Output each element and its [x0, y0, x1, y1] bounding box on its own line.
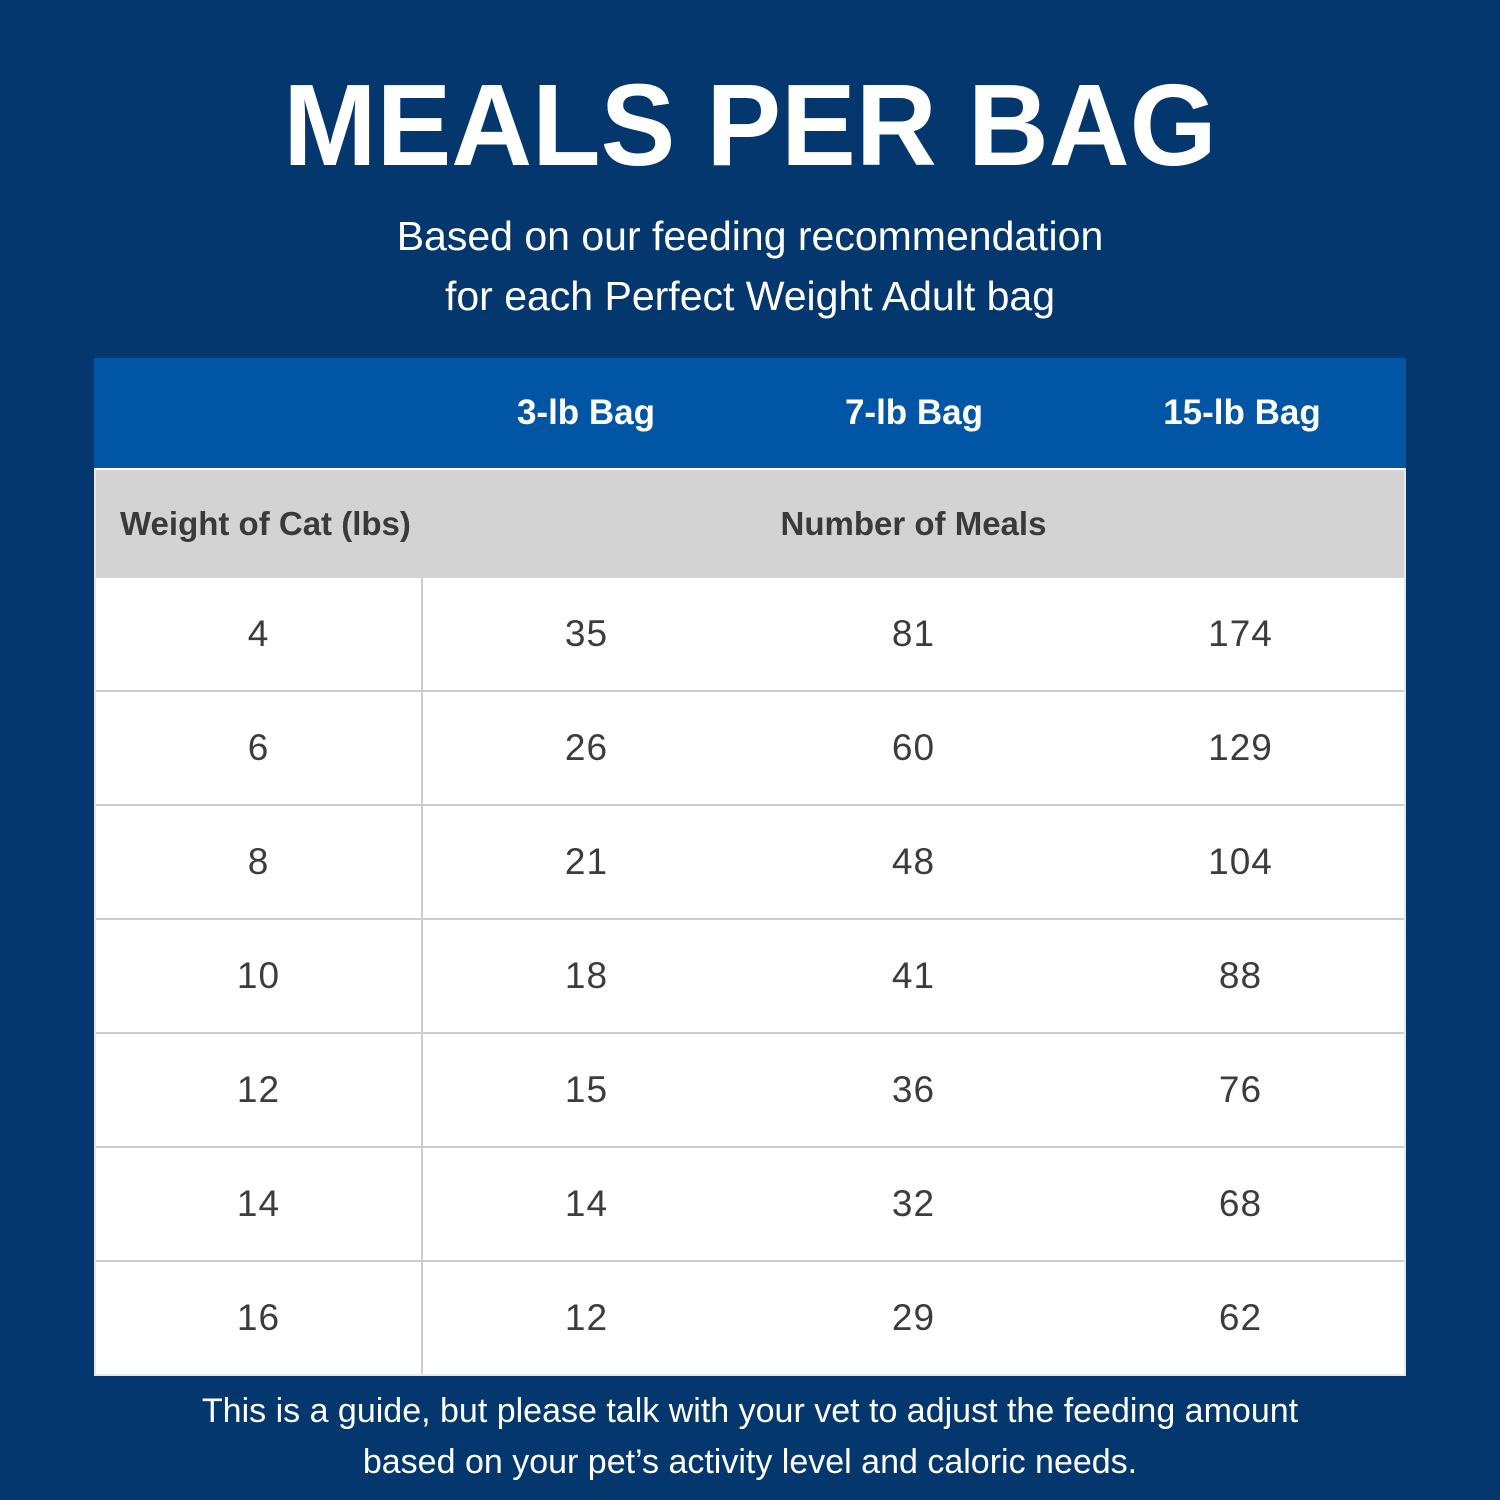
meals-per-bag-table: 3-lb Bag 7-lb Bag 15-lb Bag Weight of Ca…	[94, 358, 1406, 1376]
meals-cell-3lb: 15	[564, 1069, 609, 1110]
meals-cell-15lb: 129	[1208, 727, 1273, 768]
table-row: 6 26 60 129	[96, 690, 1404, 804]
footer-note: This is a guide, but please talk with yo…	[0, 1386, 1500, 1488]
weight-of-cat-header: Weight of Cat (lbs)	[120, 505, 411, 542]
meals-cell-15lb: 174	[1208, 613, 1273, 654]
table-body: Weight of Cat (lbs) Number of Meals 4 35…	[94, 468, 1406, 1376]
table-row: 8 21 48 104	[96, 804, 1404, 918]
table-row: 4 35 81 174	[96, 578, 1404, 690]
meals-cell-7lb: 41	[891, 955, 936, 996]
weight-cell: 6	[96, 692, 423, 804]
weight-cell: 16	[96, 1262, 423, 1374]
weight-cell: 10	[96, 920, 423, 1032]
weight-cell: 14	[96, 1148, 423, 1260]
meals-cell-3lb: 35	[564, 613, 609, 654]
bag-header-15lb: 15-lb Bag	[1163, 393, 1321, 432]
bag-header-7lb: 7-lb Bag	[844, 393, 984, 432]
meals-cell-15lb: 88	[1218, 955, 1263, 996]
number-of-meals-header: Number of Meals	[780, 505, 1047, 542]
meals-cell-3lb: 18	[564, 955, 609, 996]
meals-cell-7lb: 29	[891, 1297, 936, 1338]
meals-cell-7lb: 81	[891, 613, 936, 654]
meals-cell-7lb: 32	[891, 1183, 936, 1224]
bag-size-header-row: 3-lb Bag 7-lb Bag 15-lb Bag	[94, 358, 1406, 468]
meals-cell-7lb: 36	[891, 1069, 936, 1110]
meals-cell-3lb: 12	[564, 1297, 609, 1338]
meals-cell-3lb: 26	[564, 727, 609, 768]
page-title: MEALS PER BAG	[283, 60, 1217, 191]
footer-line-1: This is a guide, but please talk with yo…	[201, 1392, 1299, 1430]
page-subtitle: Based on our feeding recommendation for …	[0, 206, 1500, 326]
subheader-row: Weight of Cat (lbs) Number of Meals	[96, 468, 1404, 578]
table-row: 10 18 41 88	[96, 918, 1404, 1032]
meals-cell-7lb: 60	[891, 727, 936, 768]
footer-line-2: based on your pet’s activity level and c…	[362, 1443, 1138, 1481]
weight-cell: 8	[96, 806, 423, 918]
meals-cell-7lb: 48	[891, 841, 936, 882]
meals-cell-15lb: 62	[1218, 1297, 1263, 1338]
meals-cell-15lb: 68	[1218, 1183, 1263, 1224]
table-row: 12 15 36 76	[96, 1032, 1404, 1146]
weight-cell: 4	[96, 578, 423, 690]
bag-header-3lb: 3-lb Bag	[516, 393, 656, 432]
subtitle-line-2: for each Perfect Weight Adult bag	[444, 273, 1056, 319]
meals-cell-15lb: 76	[1218, 1069, 1263, 1110]
table-row: 16 12 29 62	[96, 1260, 1404, 1374]
weight-cell: 12	[96, 1034, 423, 1146]
meals-cell-3lb: 21	[564, 841, 609, 882]
table-row: 14 14 32 68	[96, 1146, 1404, 1260]
subtitle-line-1: Based on our feeding recommendation	[396, 213, 1104, 259]
meals-cell-15lb: 104	[1208, 841, 1273, 882]
meals-cell-3lb: 14	[564, 1183, 609, 1224]
